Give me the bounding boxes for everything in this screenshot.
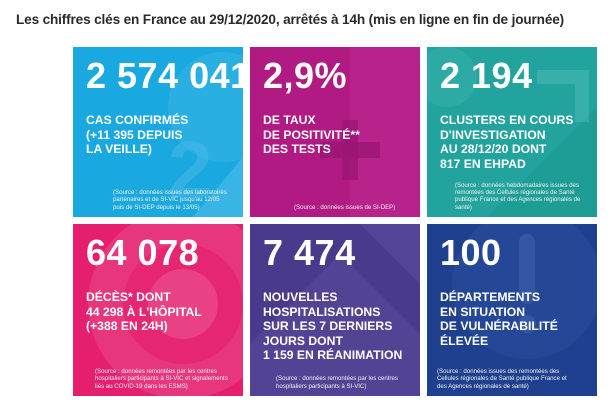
departments-source: (Source : données issues des remontées d… — [437, 368, 567, 390]
confirmed-cases-card: 2 2 574 041 CAS CONFIRMÉS (+11 395 DEPUI… — [73, 47, 243, 217]
clusters-label: CLUSTERS EN COURS D'INVESTIGATION AU 28/… — [440, 113, 574, 171]
card-background-pattern — [320, 47, 420, 217]
confirmed-cases-source: (Source : données issues des laboratoire… — [113, 189, 227, 211]
departments-card: 100 DÉPARTEMENTS EN SITUATION DE VULNÉRA… — [427, 224, 597, 396]
card-background-pattern: 2 — [168, 52, 243, 217]
hospitalisations-source: (Source : données remontées par les cent… — [276, 375, 398, 390]
confirmed-cases-label: CAS CONFIRMÉS (+11 395 DEPUIS LA VEILLE) — [86, 113, 189, 156]
departments-label: DÉPARTEMENTS EN SITUATION DE VULNÉRABILI… — [440, 290, 558, 348]
hospitalisations-value: 7 474 — [263, 232, 356, 273]
clusters-source: (Source : données hebdomadaires issues d… — [455, 181, 581, 211]
card-background-pattern — [452, 224, 597, 359]
card-background-pattern — [250, 224, 420, 396]
positivity-rate-value: 2,9% — [263, 55, 348, 96]
deaths-value: 64 078 — [86, 232, 200, 273]
positivity-rate-source: (Source : données issues de SI-DEP) — [294, 203, 396, 211]
confirmed-cases-value: 2 574 041 — [86, 55, 243, 96]
clusters-value: 2 194 — [440, 55, 533, 96]
deaths-card: 64 078 DÉCÈS* DONT 44 298 À L'HÔPITAL (+… — [73, 224, 243, 396]
deaths-source: (Source : données remontées par les cent… — [95, 368, 228, 390]
positivity-rate-label: DE TAUX DE POSITIVITÉ** DES TESTS — [263, 113, 360, 156]
svg-text:2: 2 — [168, 125, 213, 214]
hospitalisations-card: 7 474 NOUVELLES HOSPITALISATIONS SUR LES… — [250, 224, 420, 396]
positivity-rate-card: 2,9% DE TAUX DE POSITIVITÉ** DES TESTS (… — [250, 47, 420, 217]
clusters-card: 2 194 CLUSTERS EN COURS D'INVESTIGATION … — [427, 47, 597, 217]
card-background-pattern — [88, 224, 243, 396]
card-background-pattern — [427, 47, 597, 217]
page-title: Les chiffres clés en France au 29/12/202… — [16, 12, 565, 27]
hospitalisations-label: NOUVELLES HOSPITALISATIONS SUR LES 7 DER… — [263, 290, 403, 362]
departments-value: 100 — [440, 232, 502, 273]
deaths-label: DÉCÈS* DONT 44 298 À L'HÔPITAL (+388 EN … — [86, 290, 202, 333]
